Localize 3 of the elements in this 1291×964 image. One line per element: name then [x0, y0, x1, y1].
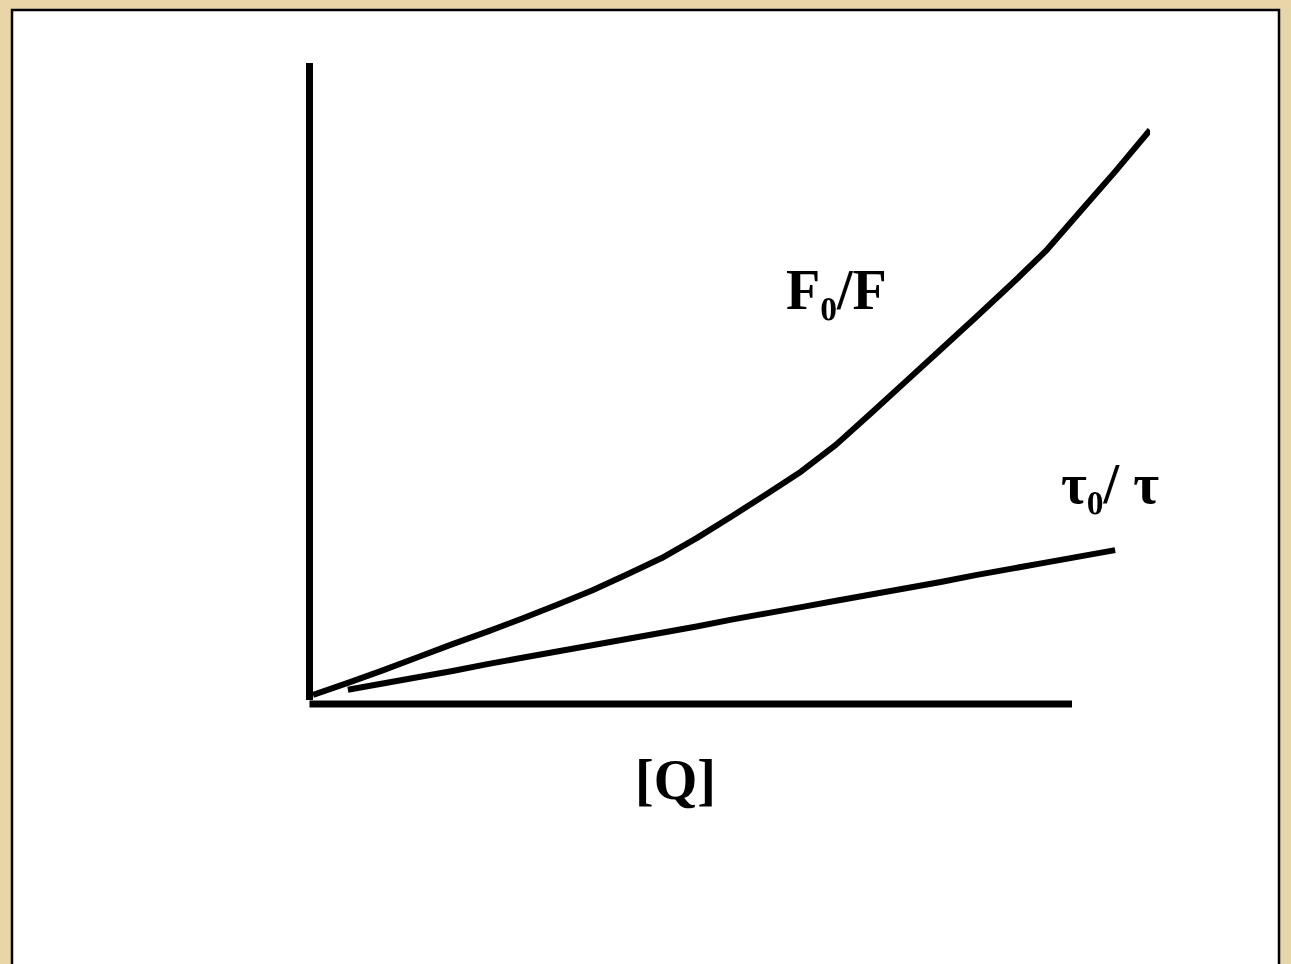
series-label: F₀/F [786, 259, 887, 321]
x-axis-title: [Q] [635, 749, 716, 811]
series-label: τ₀/ τ [1061, 453, 1160, 515]
